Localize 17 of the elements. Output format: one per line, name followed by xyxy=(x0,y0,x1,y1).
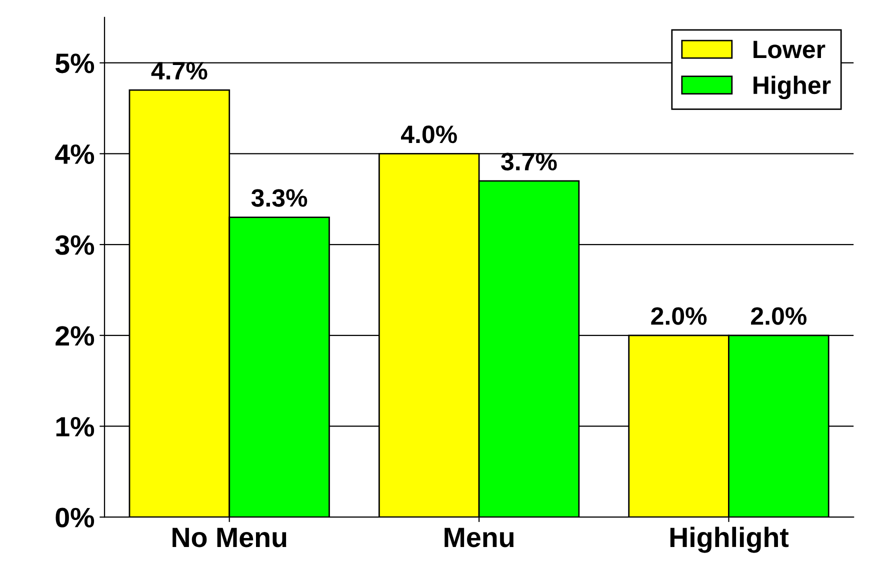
data-label: 2.0% xyxy=(651,307,707,325)
y-tick-label: 5% xyxy=(56,54,94,74)
x-tick-label: No Menu xyxy=(172,528,286,548)
y-tick-label: 3% xyxy=(55,235,94,255)
y-tick-label: 1% xyxy=(56,416,94,437)
legend-label: Higher xyxy=(754,76,831,100)
y-tick-label: 4% xyxy=(55,144,94,164)
data-label: 4.0% xyxy=(401,126,457,144)
data-label: 3.7% xyxy=(501,152,557,170)
x-tick-label: Highlight xyxy=(670,526,789,553)
data-label: 3.3% xyxy=(251,189,308,207)
data-label: 2.0% xyxy=(751,307,807,325)
y-tick-label: 2% xyxy=(56,326,94,346)
y-tick-label: 0% xyxy=(56,508,94,528)
x-tick-label: Menu xyxy=(444,528,514,548)
legend-label: Lower xyxy=(754,40,826,58)
data-label: 4.7% xyxy=(151,62,208,80)
